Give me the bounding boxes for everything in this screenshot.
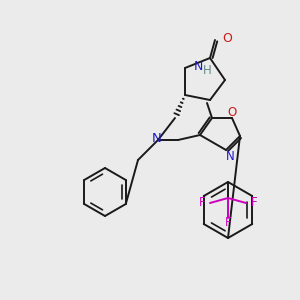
Text: N: N [226,149,234,163]
Text: N: N [152,133,162,146]
Text: N: N [193,59,203,73]
Text: F: F [198,196,205,209]
Text: F: F [251,196,258,209]
Text: O: O [227,106,237,118]
Text: H: H [202,64,211,76]
Text: F: F [225,217,231,230]
Text: O: O [222,32,232,44]
